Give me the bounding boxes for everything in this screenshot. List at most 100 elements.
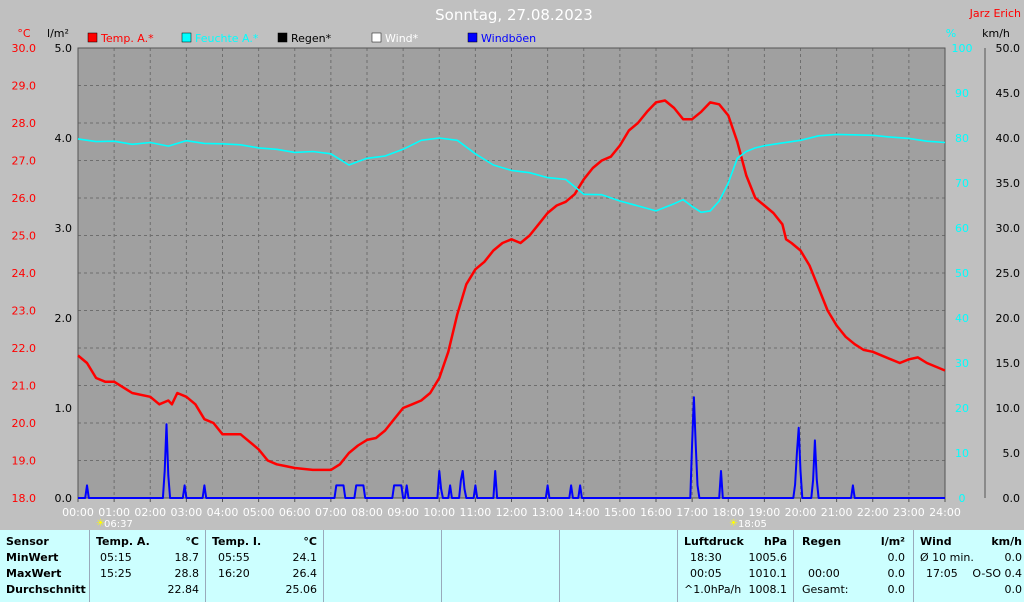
legend-label: Temp. A.* xyxy=(100,32,154,45)
stats-pressure-min-val: 1005.6 xyxy=(748,551,788,564)
unit-wind: km/h xyxy=(982,27,1010,40)
x-tick-label: 20:00 xyxy=(785,506,817,519)
x-tick-label: 23:00 xyxy=(893,506,925,519)
unit-humidity: % xyxy=(946,27,956,40)
unit-rain: l/m² xyxy=(47,27,69,40)
rain-tick-label: 4.0 xyxy=(55,132,73,145)
stats-wind-unit: km/h xyxy=(991,535,1022,548)
sunset-marker: ☀ 18:05 xyxy=(729,518,767,530)
x-tick-label: 00:00 xyxy=(62,506,94,519)
stats-rain-val-1: 0.0 xyxy=(887,551,906,564)
rain-tick-label: 0.0 xyxy=(55,492,73,505)
stats-tempi-unit: °C xyxy=(303,535,317,548)
stats-tempa-col: Temp. A. °C 05:15 18.7 15:25 28.8 22.84 xyxy=(90,530,206,602)
stats-pressure-col: Luftdruck hPa 18:30 1005.6 00:05 1010.1 … xyxy=(678,530,794,602)
stats-tempi-min-time: 05:55 xyxy=(218,551,250,564)
humidity-tick-label: 10 xyxy=(955,447,969,460)
stats-tempa-max-val: 28.8 xyxy=(174,567,200,580)
sunrise-icon: ☀ xyxy=(96,518,105,529)
stats-rain-unit: l/m² xyxy=(880,535,905,548)
humidity-tick-label: 50 xyxy=(955,267,969,280)
stats-wind-col: Wind km/h Ø 10 min. 0.0 17:05 O-SO 0.4 0… xyxy=(914,530,1024,602)
humidity-tick-label: 100 xyxy=(952,42,973,55)
stats-empty-col-2 xyxy=(442,530,560,602)
stats-row-max-label: MaxWert xyxy=(6,567,62,580)
x-tick-label: 04:00 xyxy=(207,506,239,519)
series-line-temp-a xyxy=(77,99,946,472)
wind-tick-label: 35.0 xyxy=(996,177,1021,190)
stats-pressure-unit: hPa xyxy=(763,535,787,548)
stats-pressure-min-time: 18:30 xyxy=(690,551,722,564)
stats-tempa-header: Temp. A. xyxy=(96,535,150,548)
wind-tick-label: 20.0 xyxy=(996,312,1021,325)
x-tick-label: 19:00 xyxy=(749,506,781,519)
unit-temp: °C xyxy=(17,27,31,40)
humidity-tick-label: 80 xyxy=(955,132,969,145)
humidity-tick-label: 40 xyxy=(955,312,969,325)
x-tick-label: 09:00 xyxy=(387,506,419,519)
temp-tick-label: 22.0 xyxy=(12,342,37,355)
x-tick-label: 08:00 xyxy=(351,506,383,519)
x-tick-label: 16:00 xyxy=(640,506,672,519)
x-tick-label: 06:00 xyxy=(279,506,311,519)
sunset-icon: ☀ xyxy=(729,518,738,529)
stats-tempi-min-val: 24.1 xyxy=(292,551,318,564)
series-layer xyxy=(77,99,946,499)
temp-tick-label: 29.0 xyxy=(12,80,37,93)
stats-sensor-header: Sensor xyxy=(6,535,49,548)
stats-tempa-unit: °C xyxy=(185,535,199,548)
stats-row-min-label: MinWert xyxy=(6,551,59,564)
stats-pressure-max-val: 1010.1 xyxy=(748,567,788,580)
humidity-tick-label: 90 xyxy=(955,87,969,100)
chart-title: Sonntag, 27.08.2023 xyxy=(435,6,593,24)
x-tick-label: 10:00 xyxy=(423,506,455,519)
temp-tick-label: 19.0 xyxy=(12,455,37,468)
rain-tick-label: 2.0 xyxy=(55,312,73,325)
humidity-tick-label: 70 xyxy=(955,177,969,190)
legend-swatch xyxy=(467,32,478,43)
wind-tick-label: 10.0 xyxy=(996,402,1021,415)
humidity-tick-label: 20 xyxy=(955,402,969,415)
stats-row-avg-label: Durchschnitt xyxy=(6,583,86,596)
stats-pressure-trend: ^1.0hPa/h xyxy=(684,583,742,596)
stats-rain-total: 0.0 xyxy=(887,583,906,596)
stats-rain-total-label: Gesamt: xyxy=(802,583,849,596)
x-tick-label: 13:00 xyxy=(532,506,564,519)
legend-label: Regen* xyxy=(291,32,332,45)
legend: Temp. A.* Feuchte A.* Regen* Wind* Windböen xyxy=(87,32,536,45)
stats-panel: Sensor MinWert MaxWert Durchschnitt Temp… xyxy=(0,530,1024,602)
stats-empty-col-3 xyxy=(560,530,678,602)
legend-swatch xyxy=(181,32,192,43)
series-line-feuchte-a xyxy=(77,133,946,214)
x-tick-label: 17:00 xyxy=(676,506,708,519)
wind-tick-label: 0.0 xyxy=(1003,492,1021,505)
stats-wind-max-time: 17:05 xyxy=(926,567,958,580)
sunrise-time: 06:37 xyxy=(104,519,133,530)
legend-swatch xyxy=(371,32,382,43)
stats-sensor-col: Sensor MinWert MaxWert Durchschnitt xyxy=(0,530,90,602)
sunset-time: 18:05 xyxy=(738,519,767,530)
wind-tick-label: 50.0 xyxy=(996,42,1021,55)
x-tick-label: 05:00 xyxy=(243,506,275,519)
temp-tick-label: 26.0 xyxy=(12,192,37,205)
stats-wind-avg: 0.0 xyxy=(1004,551,1023,564)
x-tick-label: 07:00 xyxy=(315,506,347,519)
stats-tempi-max-val: 26.4 xyxy=(292,567,318,580)
x-tick-label: 24:00 xyxy=(929,506,961,519)
wind-tick-label: 45.0 xyxy=(996,87,1021,100)
humidity-tick-label: 0 xyxy=(959,492,966,505)
stats-wind-max-val: O-SO 0.4 xyxy=(972,567,1022,580)
stats-wind-val-3: 0.0 xyxy=(1004,583,1023,596)
wind-tick-label: 30.0 xyxy=(996,222,1021,235)
wind-tick-label: 15.0 xyxy=(996,357,1021,370)
stats-tempa-min-val: 18.7 xyxy=(174,551,200,564)
temp-tick-label: 20.0 xyxy=(12,417,37,430)
x-tick-label: 21:00 xyxy=(821,506,853,519)
sunrise-marker: ☀ 06:37 xyxy=(96,518,133,530)
legend-swatch xyxy=(277,32,288,43)
x-tick-label: 15:00 xyxy=(604,506,636,519)
wind-tick-label: 40.0 xyxy=(996,132,1021,145)
stats-pressure-avg: 1008.1 xyxy=(748,583,788,596)
stats-tempi-max-time: 16:20 xyxy=(218,567,250,580)
stats-tempa-min-time: 05:15 xyxy=(100,551,132,564)
